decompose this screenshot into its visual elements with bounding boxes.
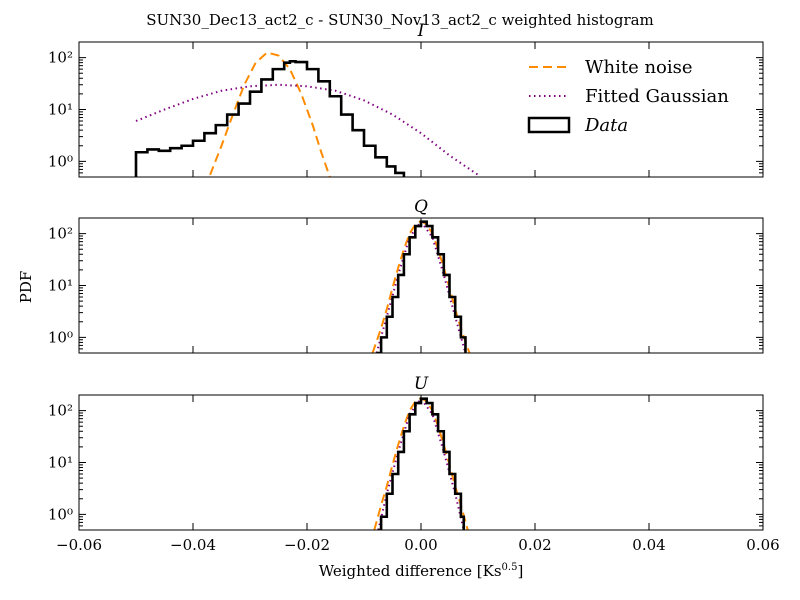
x-tick-label: 0.00 bbox=[404, 536, 437, 554]
y-tick-label-Q: 10¹ bbox=[48, 277, 73, 295]
y-tick-label-I: 10⁰ bbox=[48, 152, 73, 170]
legend-item-data: Data bbox=[527, 115, 628, 136]
y-tick-label-I: 10¹ bbox=[48, 101, 73, 119]
legend-item-white-noise: White noise bbox=[529, 57, 693, 78]
panel-title-I: I bbox=[417, 21, 425, 41]
x-axis-label-main: Weighted difference [Ks bbox=[319, 562, 502, 580]
plot-area-I bbox=[134, 51, 479, 177]
x-axis-label-exponent: 0.5 bbox=[502, 562, 518, 573]
series-white-noise-U bbox=[373, 396, 469, 530]
axes-frame-U bbox=[78, 394, 764, 531]
series-data-U bbox=[378, 397, 466, 530]
figure-suptitle: SUN30_Dec13_act2_c - SUN30_Nov13_act2_c … bbox=[146, 11, 654, 29]
series-fitted-gaussian-U bbox=[377, 396, 465, 530]
panel-Q: 10⁰ 10¹ 10² Q bbox=[48, 197, 764, 354]
x-axis-label-close: ] bbox=[517, 562, 523, 580]
panel-title-Q: Q bbox=[414, 197, 428, 217]
y-tick-label-U: 10⁰ bbox=[48, 505, 73, 523]
x-tick-label: −0.06 bbox=[56, 536, 102, 554]
x-tick-label: 0.06 bbox=[746, 536, 779, 554]
legend-label: Fitted Gaussian bbox=[585, 86, 729, 107]
panel-I: 10⁰ 10¹ 10² I bbox=[48, 21, 764, 178]
series-fitted-gaussian-I bbox=[135, 83, 479, 176]
series-data-Q bbox=[376, 220, 467, 353]
panel-U: −0.06 −0.04 −0.02 0.00 0.02 0.04 0.06 10⁰ 10¹ 10²… bbox=[48, 374, 780, 554]
series-white-noise-I bbox=[209, 51, 331, 177]
plot-area-Q bbox=[371, 219, 471, 353]
legend-swatch bbox=[527, 116, 571, 134]
y-tick-label-Q: 10⁰ bbox=[48, 328, 73, 346]
axes-frame-Q bbox=[78, 217, 764, 354]
panels-group: 10⁰ 10¹ 10² I 10⁰ 10¹ 10² Q −0.06 −0.04 −0.02 0.00 0… bbox=[48, 21, 780, 554]
y-tick-label-U: 10² bbox=[48, 402, 73, 420]
y-tick-label-I: 10² bbox=[48, 49, 73, 67]
x-tick-label: −0.04 bbox=[170, 536, 216, 554]
series-data-I bbox=[134, 59, 406, 177]
y-axis-label: PDF bbox=[17, 271, 35, 304]
plot-area-U bbox=[373, 396, 469, 530]
x-tick-label: −0.02 bbox=[284, 536, 330, 554]
series-fitted-gaussian-Q bbox=[375, 219, 467, 353]
legend: White noise Fitted Gaussian Data bbox=[527, 57, 729, 136]
x-tick-label: 0.02 bbox=[518, 536, 551, 554]
panel-title-U: U bbox=[414, 374, 429, 394]
y-tick-label-U: 10¹ bbox=[48, 454, 73, 472]
x-axis-label: Weighted difference [Ks0.5] bbox=[319, 562, 524, 580]
y-tick-label-Q: 10² bbox=[48, 225, 73, 243]
legend-label: Data bbox=[584, 115, 628, 136]
x-tick-label: 0.04 bbox=[632, 536, 665, 554]
legend-item-fitted-gaussian: Fitted Gaussian bbox=[529, 86, 729, 107]
legend-label: White noise bbox=[585, 57, 693, 78]
